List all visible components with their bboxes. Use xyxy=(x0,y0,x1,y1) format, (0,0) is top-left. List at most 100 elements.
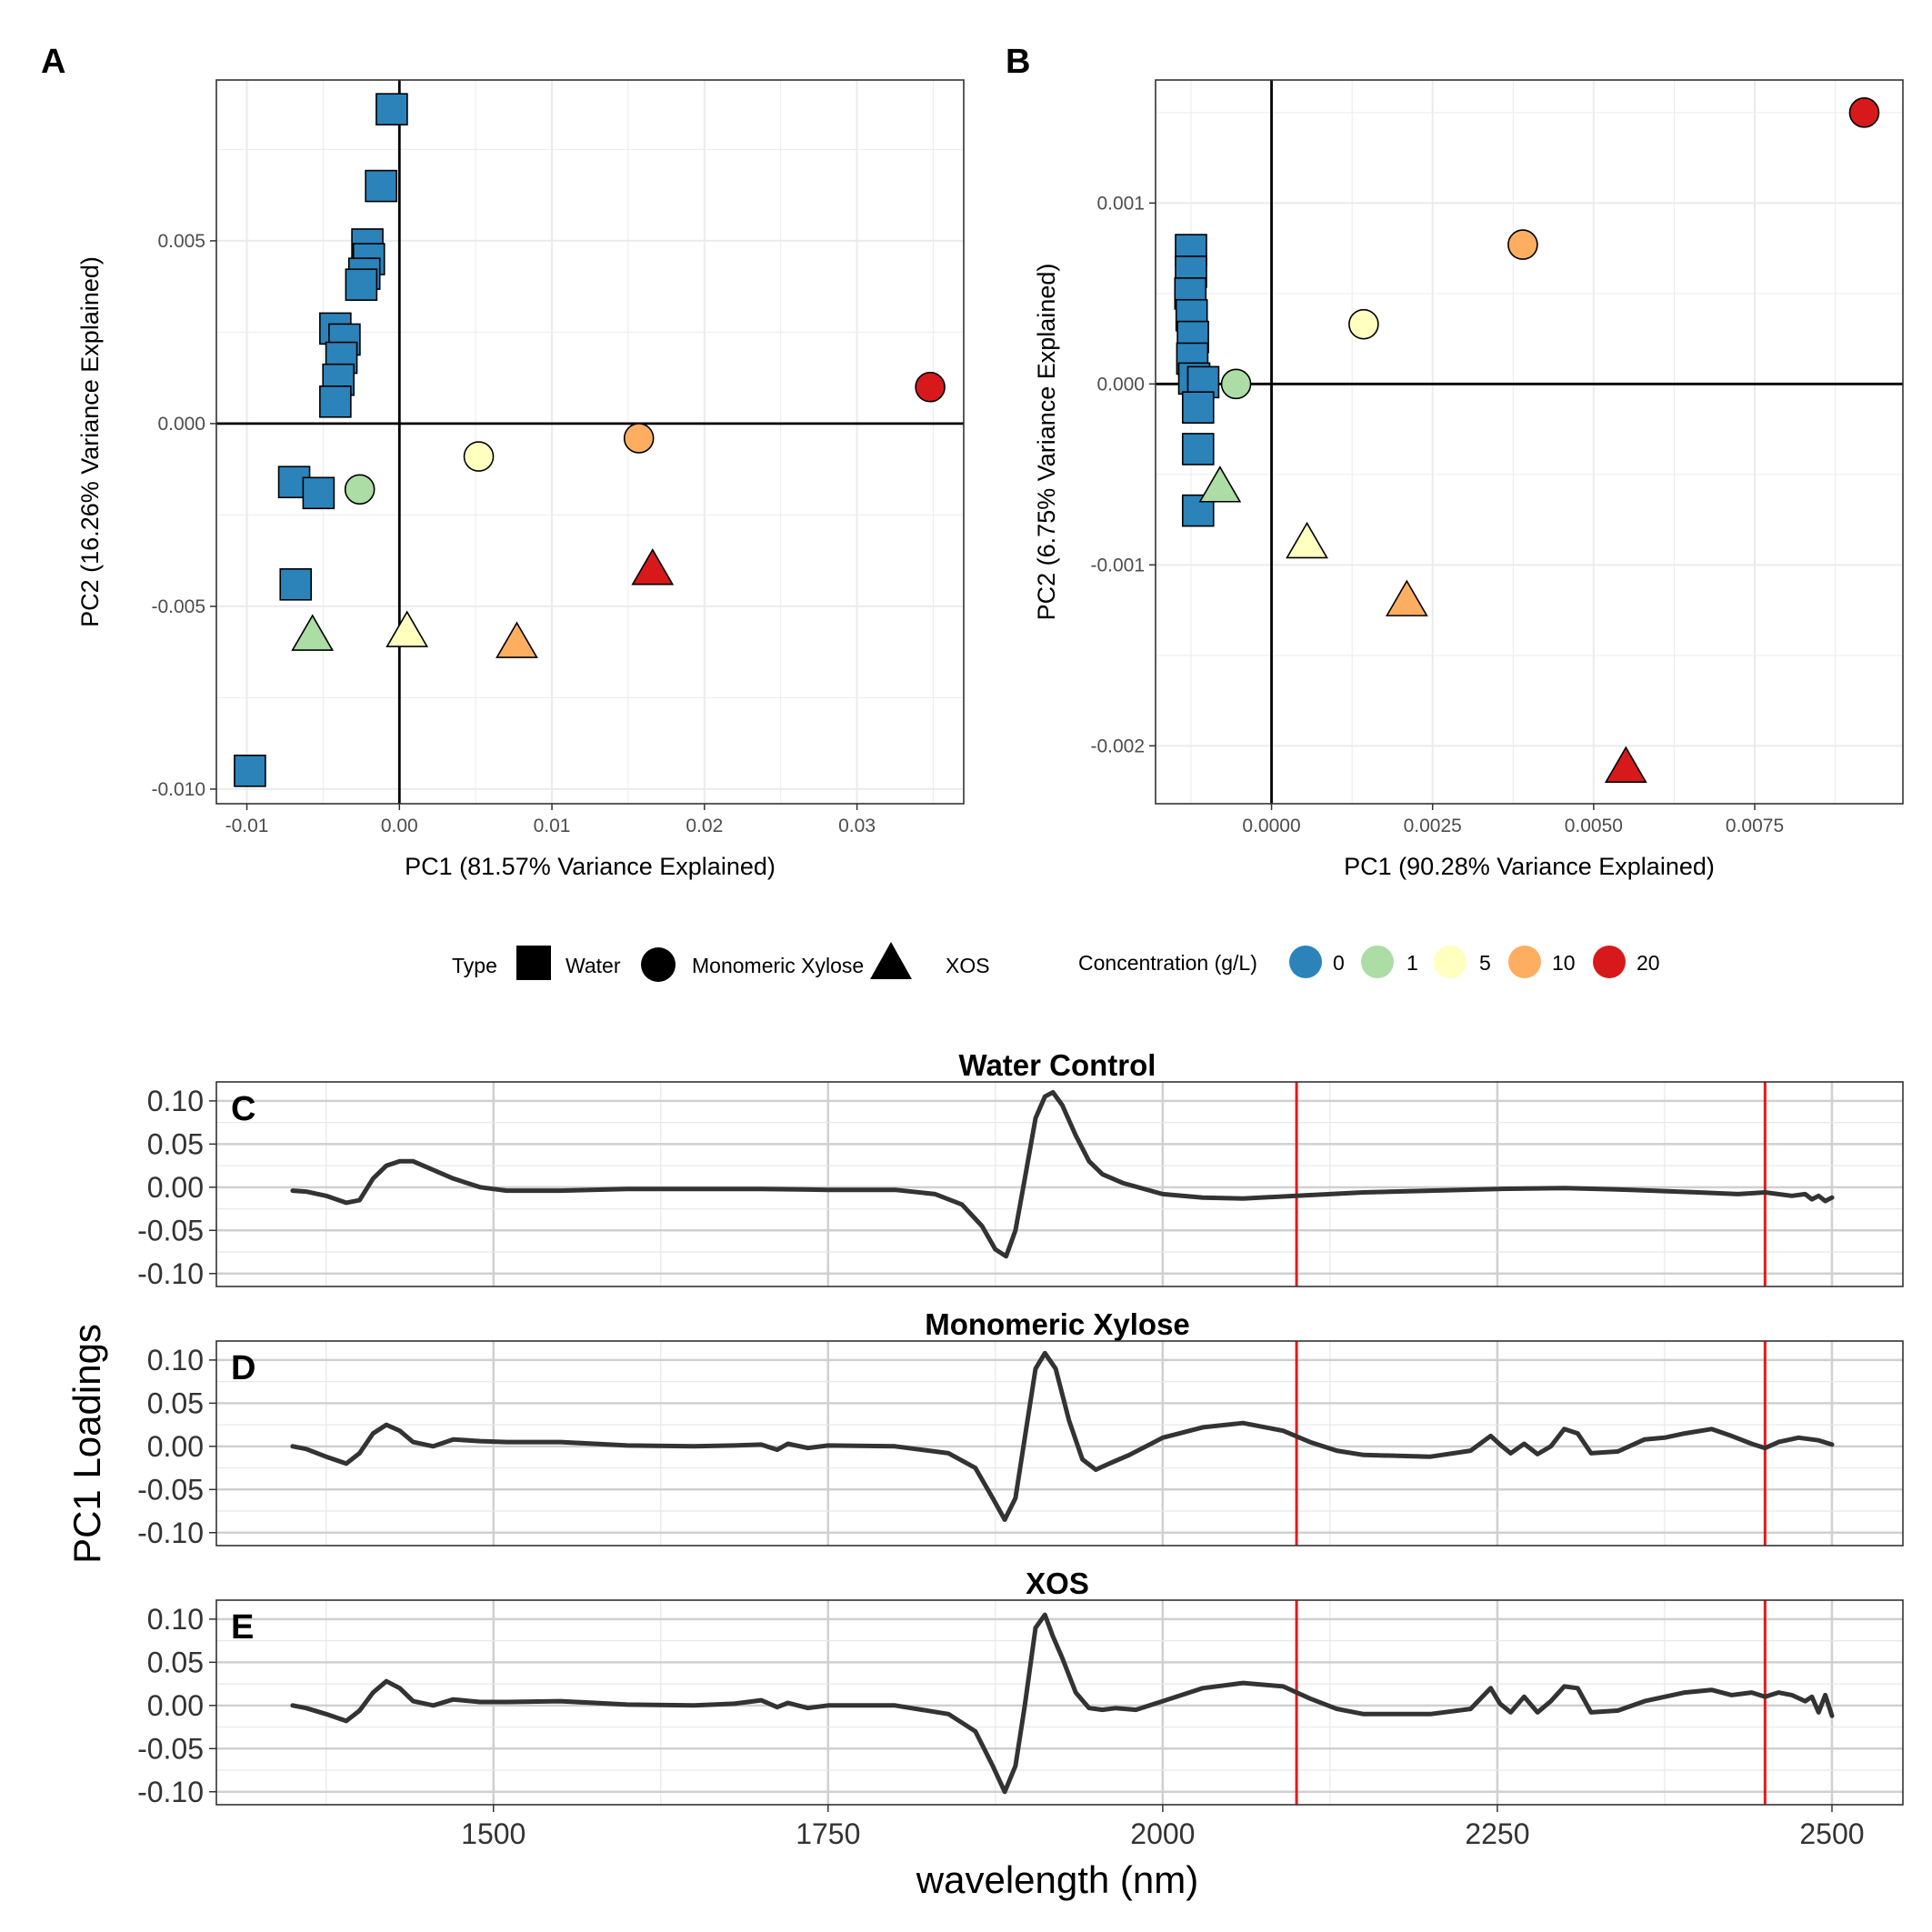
y-tick-label: 0.00 xyxy=(147,1171,204,1204)
panel-letter-c: C xyxy=(231,1090,255,1128)
water-square-point xyxy=(302,476,335,510)
panel-a-axes xyxy=(216,80,964,804)
panel-c-ticks: -0.10 -0.05 0.00 0.05 0.10 xyxy=(137,1085,216,1290)
x-tick-label: 1750 xyxy=(796,1817,860,1850)
panel-a-points xyxy=(234,93,946,787)
y-tick-label: -0.002 xyxy=(1090,736,1145,756)
x-tick-label: 0.00 xyxy=(381,816,418,836)
panel-d-title: Monomeric Xylose xyxy=(925,1307,1190,1341)
x-tick-label: 0.0050 xyxy=(1565,816,1623,836)
panel-b-points xyxy=(1174,97,1880,784)
xos-triangle-point xyxy=(291,614,335,651)
y-tick-label: 0.05 xyxy=(147,1646,204,1678)
panel-a-border xyxy=(215,79,965,805)
panel-b-border xyxy=(1155,79,1904,805)
y-tick-label: 0.00 xyxy=(147,1430,204,1463)
pc1-loading-curve xyxy=(290,1089,1835,1259)
panel-b-axes xyxy=(1156,80,1903,804)
panel-letter-e: E xyxy=(231,1608,254,1647)
loading-panel-e: XOS -0.10 -0.05 0.00 0.05 0.10 E xyxy=(137,1567,1904,1808)
legend-conc-1: 1 xyxy=(1406,951,1418,975)
legend-conc-5-swatch xyxy=(1434,946,1467,978)
panel-e-ticks: -0.10 -0.05 0.00 0.05 0.10 xyxy=(137,1603,216,1808)
y-tick-label: -0.05 xyxy=(137,1214,204,1246)
y-tick-label: -0.10 xyxy=(137,1776,204,1808)
water-square-point xyxy=(375,93,408,125)
panel-e-border xyxy=(215,1599,1904,1806)
y-tick-label: -0.10 xyxy=(137,1257,204,1290)
x-tick-label: 0.02 xyxy=(686,816,723,836)
panel-b-xlabel: PC1 (90.28% Variance Explained) xyxy=(1344,853,1715,880)
x-tick-label: 2500 xyxy=(1799,1817,1864,1850)
y-tick-label: -0.001 xyxy=(1090,555,1145,576)
xylose-circle-point xyxy=(1507,229,1538,260)
xylose-circle-point xyxy=(1848,97,1880,128)
y-tick-label: -0.05 xyxy=(137,1732,204,1765)
y-tick-label: 0.001 xyxy=(1096,193,1145,214)
legend-circle-icon xyxy=(641,947,676,982)
panel-letter-a: A xyxy=(41,43,65,81)
y-tick-label: 0.000 xyxy=(157,414,205,435)
panel-a-ticks: -0.01 0.00 0.01 0.02 0.03 -0.010 -0.005 0.000 0.… xyxy=(151,231,876,836)
x-tick-label: 0.0025 xyxy=(1404,816,1462,836)
xos-triangle-point xyxy=(1286,521,1328,559)
xos-triangle-point xyxy=(631,548,675,586)
legend: Type Water Monomeric Xylose XOS Concentr… xyxy=(452,942,1660,982)
y-tick-label: 0.00 xyxy=(147,1689,204,1722)
loadings-x-ticks: 1500 1750 2000 2250 2500 xyxy=(461,1805,1865,1850)
y-tick-label: 0.05 xyxy=(147,1386,204,1419)
pc1-loading-curve xyxy=(290,1612,1835,1795)
x-tick-label: -0.01 xyxy=(225,816,269,836)
y-tick-label: 0.10 xyxy=(147,1344,204,1376)
y-tick-label: -0.010 xyxy=(151,779,205,800)
xylose-circle-point xyxy=(623,423,655,454)
y-tick-label: -0.005 xyxy=(151,596,205,617)
xylose-circle-point xyxy=(915,371,946,403)
scatter-panel-a: A -0.01 0.00 0.01 0.02 0.03 -0.010 -0.005 0.000… xyxy=(41,43,965,880)
panel-d-ticks: -0.10 -0.05 0.00 0.05 0.10 xyxy=(137,1344,216,1549)
loading-panel-d: Monomeric Xylose -0.10-0.050.000.050.10 … xyxy=(137,1307,1904,1549)
loadings-xlabel: wavelength (nm) xyxy=(916,1858,1198,1901)
legend-conc-10-swatch xyxy=(1508,946,1541,978)
panel-c-lines xyxy=(290,1082,1835,1286)
panel-c-border xyxy=(215,1081,1904,1287)
y-tick-label: 0.005 xyxy=(157,231,205,252)
legend-conc-title: Concentration (g/L) xyxy=(1078,951,1257,975)
xylose-circle-point xyxy=(1348,308,1379,340)
panel-b-ticks: 0.0000 0.0025 0.0050 0.0075 -0.002 -0.001 0.00… xyxy=(1090,193,1784,836)
legend-conc-0: 0 xyxy=(1333,951,1345,975)
water-square-point xyxy=(345,268,378,301)
loading-panel-c: Water Control -0.10 -0.05 0.00 0.05 0.10 C xyxy=(137,1048,1904,1290)
xos-triangle-point xyxy=(496,621,538,658)
legend-type-xos: XOS xyxy=(946,954,990,977)
water-square-point xyxy=(1181,391,1215,424)
legend-conc-1-swatch xyxy=(1361,946,1394,978)
panel-a-xlabel: PC1 (81.57% Variance Explained) xyxy=(405,853,776,880)
water-square-point xyxy=(319,385,352,418)
panel-a-grid xyxy=(216,80,964,804)
panel-d-lines xyxy=(290,1341,1835,1546)
panel-letter-b: B xyxy=(1006,43,1030,81)
xylose-circle-point xyxy=(1220,368,1252,400)
panel-letter-d: D xyxy=(231,1349,255,1387)
x-tick-label: 1500 xyxy=(461,1817,526,1850)
panel-d-grid xyxy=(216,1341,1903,1546)
legend-type-water: Water xyxy=(566,954,621,977)
legend-conc-10: 10 xyxy=(1552,951,1576,975)
water-square-point xyxy=(279,567,313,601)
y-tick-label: -0.05 xyxy=(137,1473,204,1506)
panel-e-grid xyxy=(216,1600,1903,1805)
loadings-ylabel: PC1 Loadings xyxy=(65,1324,108,1564)
x-tick-label: 2000 xyxy=(1130,1817,1195,1850)
panel-d-border xyxy=(215,1340,1904,1547)
legend-conc-20-swatch xyxy=(1593,946,1626,978)
xos-triangle-point xyxy=(385,610,429,647)
pc1-loading-curve xyxy=(290,1350,1835,1522)
xos-triangle-point xyxy=(1604,746,1647,784)
x-tick-label: 0.0075 xyxy=(1726,816,1784,836)
water-square-point xyxy=(234,755,266,787)
xos-triangle-point xyxy=(1385,579,1428,616)
legend-type-xylose: Monomeric Xylose xyxy=(692,954,864,977)
y-tick-label: 0.10 xyxy=(147,1085,204,1117)
legend-conc-20: 20 xyxy=(1637,951,1660,975)
